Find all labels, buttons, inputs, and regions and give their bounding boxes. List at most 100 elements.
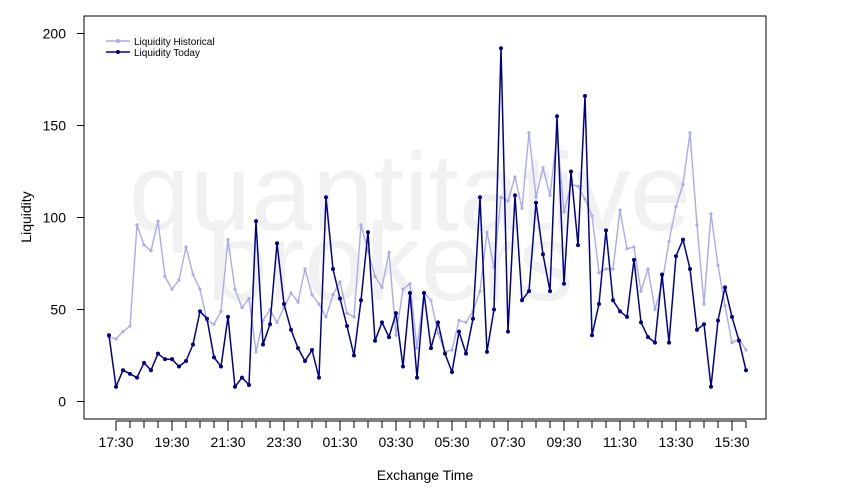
legend: Liquidity Historical Liquidity Today: [106, 37, 215, 59]
data-point: [198, 309, 202, 314]
data-point: [401, 364, 405, 369]
data-point: [632, 245, 636, 249]
data-point: [114, 384, 118, 389]
data-point: [366, 230, 370, 235]
data-point: [170, 287, 174, 291]
data-point: [632, 257, 636, 262]
data-point: [562, 281, 566, 286]
data-point: [506, 329, 510, 334]
data-point: [527, 131, 531, 135]
data-point: [541, 252, 545, 257]
data-point: [611, 298, 615, 303]
data-point: [254, 350, 258, 354]
data-point: [548, 289, 552, 294]
data-point: [380, 320, 384, 325]
data-point: [226, 237, 230, 242]
data-point: [198, 287, 202, 291]
x-tick-label: 21:30: [210, 434, 245, 450]
data-point: [457, 318, 461, 323]
data-point: [359, 223, 363, 227]
data-point: [709, 384, 713, 389]
data-point: [240, 306, 244, 310]
data-point: [338, 280, 342, 284]
data-point: [471, 316, 475, 321]
data-point: [247, 382, 251, 387]
data-point: [604, 267, 608, 271]
legend-label-today: Liquidity Today: [134, 48, 200, 59]
data-point: [527, 289, 531, 294]
data-point: [450, 370, 454, 375]
data-point: [310, 347, 314, 352]
data-point: [562, 210, 566, 214]
data-point: [681, 182, 685, 186]
data-point: [303, 267, 307, 271]
data-point: [450, 348, 454, 352]
data-point: [205, 316, 209, 321]
data-point: [191, 342, 195, 347]
data-point: [135, 375, 139, 380]
data-point: [247, 296, 251, 301]
data-point: [345, 311, 349, 315]
data-point: [359, 298, 363, 303]
series-layer: [107, 46, 748, 389]
data-point: [275, 241, 279, 246]
data-point: [576, 184, 580, 188]
y-tick-label: 150: [43, 118, 67, 134]
data-point: [184, 245, 188, 249]
data-point: [142, 360, 146, 365]
data-point: [156, 219, 160, 223]
data-point: [611, 267, 615, 271]
data-point: [114, 337, 118, 341]
y-tick-label: 50: [50, 302, 66, 318]
data-point: [436, 331, 440, 336]
legend-label-historical: Liquidity Historical: [134, 37, 215, 48]
data-point: [534, 195, 538, 199]
data-point: [233, 287, 237, 291]
data-point: [716, 318, 720, 323]
data-point: [415, 346, 419, 350]
data-point: [394, 333, 398, 337]
data-point: [387, 335, 391, 340]
x-axis: 17:30 19:30 21:30 23:30 01:30 03:30 05:30 07:30…: [98, 420, 750, 450]
data-point: [331, 293, 335, 297]
x-tick-label: 19:30: [154, 434, 189, 450]
data-point: [317, 302, 321, 306]
series-today: [107, 46, 748, 389]
data-point: [590, 333, 594, 338]
data-point: [219, 309, 223, 313]
data-point: [744, 368, 748, 373]
data-point: [492, 307, 496, 312]
x-tick-label: 07:30: [490, 434, 525, 450]
data-point: [730, 314, 734, 319]
data-point: [380, 285, 384, 290]
data-point: [716, 263, 720, 267]
data-point: [275, 320, 279, 324]
y-axis: 0 50 100 150 200: [43, 26, 85, 410]
data-point: [723, 304, 727, 308]
data-point: [464, 320, 468, 324]
data-point: [702, 322, 706, 327]
data-point: [506, 199, 510, 203]
data-point: [625, 314, 629, 319]
x-tick-label: 03:30: [378, 434, 413, 450]
data-point: [646, 335, 650, 340]
data-point: [597, 271, 601, 275]
data-point: [513, 175, 517, 179]
y-tick-label: 200: [43, 26, 67, 42]
data-point: [289, 327, 293, 332]
data-point: [478, 289, 482, 293]
data-point: [485, 349, 489, 354]
data-point: [569, 169, 573, 174]
data-point: [457, 329, 461, 334]
data-point: [233, 384, 237, 389]
data-point: [429, 298, 433, 302]
data-point: [352, 315, 356, 319]
data-point: [177, 364, 181, 369]
data-point: [212, 355, 216, 360]
data-point: [667, 340, 671, 345]
data-point: [373, 274, 377, 278]
data-point: [331, 267, 335, 272]
data-point: [688, 267, 692, 272]
data-point: [674, 204, 678, 209]
data-point: [520, 298, 524, 303]
